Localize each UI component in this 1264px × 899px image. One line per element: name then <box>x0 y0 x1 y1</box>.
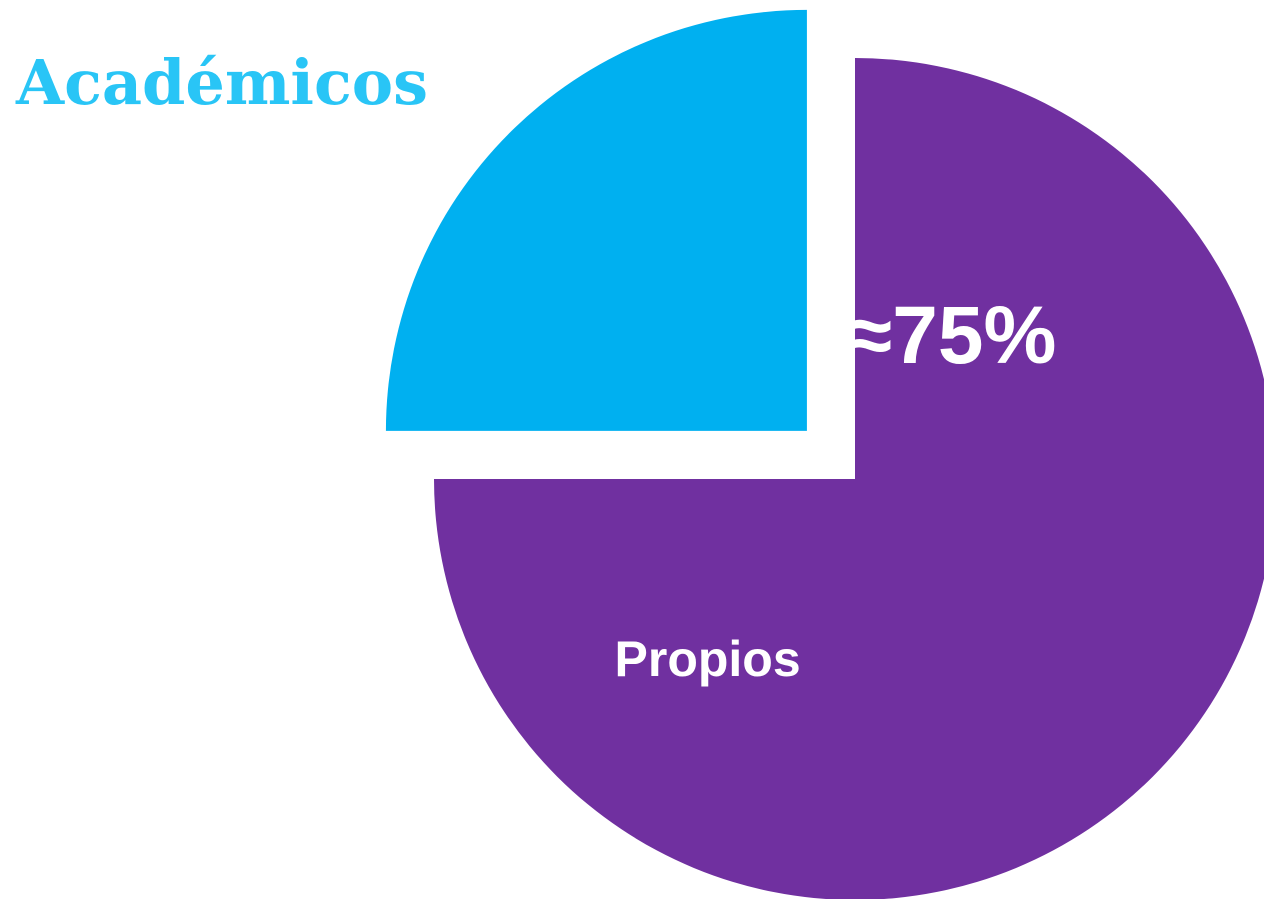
value-label: ≈75% <box>847 290 1056 381</box>
pie-slice <box>434 58 1264 899</box>
category-label: Académicos <box>15 46 428 119</box>
pie-slice <box>385 9 807 431</box>
category-label: Propios <box>615 631 801 687</box>
